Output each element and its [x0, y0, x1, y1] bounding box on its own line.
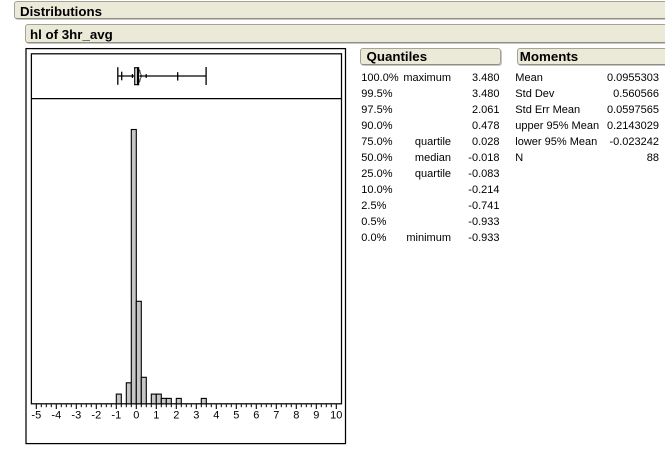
svg-text:6: 6 — [253, 410, 259, 422]
svg-text:3: 3 — [193, 410, 199, 422]
svg-text:-2: -2 — [91, 410, 101, 422]
svg-text:-4: -4 — [51, 410, 61, 422]
svg-text:7: 7 — [273, 410, 279, 422]
svg-text:-5: -5 — [31, 410, 41, 422]
svg-text:0: 0 — [133, 410, 139, 422]
svg-text:1: 1 — [153, 410, 159, 422]
svg-text:10: 10 — [330, 410, 342, 422]
svg-text:-1: -1 — [111, 410, 121, 422]
svg-text:9: 9 — [313, 410, 319, 422]
svg-text:5: 5 — [233, 410, 239, 422]
svg-text:-3: -3 — [71, 410, 81, 422]
svg-text:2: 2 — [173, 410, 179, 422]
svg-text:4: 4 — [213, 410, 219, 422]
svg-text:8: 8 — [293, 410, 299, 422]
